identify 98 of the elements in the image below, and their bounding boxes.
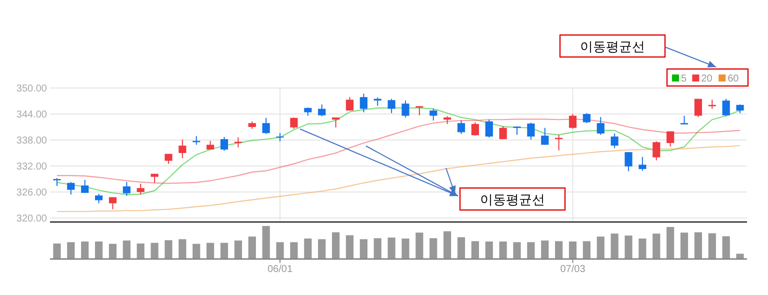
y-tick-label: 320.00 bbox=[16, 214, 48, 224]
legend-label: 60 bbox=[728, 74, 740, 84]
bar bbox=[81, 242, 89, 259]
candlestick bbox=[290, 116, 298, 130]
bar bbox=[430, 238, 438, 259]
bar bbox=[346, 235, 354, 259]
bar bbox=[374, 238, 382, 259]
bar bbox=[527, 242, 535, 259]
bar bbox=[443, 231, 452, 259]
candlestick bbox=[430, 108, 438, 121]
candlestick bbox=[346, 96, 354, 112]
candlestick bbox=[485, 119, 493, 138]
candlestick bbox=[638, 156, 646, 172]
candlestick bbox=[568, 114, 577, 130]
candlestick bbox=[722, 98, 730, 117]
bar bbox=[541, 240, 549, 259]
bar bbox=[513, 242, 521, 259]
annotation: 이동평균선 bbox=[480, 192, 545, 207]
bar bbox=[220, 242, 228, 259]
candlestick bbox=[624, 152, 632, 172]
bar bbox=[694, 232, 702, 259]
candlestick bbox=[666, 130, 674, 147]
y-tick-label: 338.00 bbox=[16, 136, 48, 146]
bar bbox=[164, 240, 172, 259]
candlestick bbox=[276, 132, 284, 142]
y-tick-label: 344.00 bbox=[16, 110, 48, 120]
candlestick bbox=[94, 193, 103, 204]
bar bbox=[206, 242, 214, 259]
bar bbox=[122, 240, 130, 259]
y-tick-label: 350.00 bbox=[16, 84, 48, 94]
bar bbox=[318, 239, 326, 259]
candlestick bbox=[416, 106, 424, 116]
candlestick bbox=[234, 136, 242, 148]
candlestick bbox=[108, 196, 117, 210]
bar bbox=[67, 242, 75, 259]
bar bbox=[666, 226, 674, 259]
bar bbox=[736, 254, 744, 259]
bar bbox=[290, 242, 298, 259]
bar bbox=[680, 232, 688, 259]
candlestick bbox=[457, 120, 466, 134]
bar bbox=[94, 242, 103, 259]
candlestick bbox=[471, 122, 479, 136]
candlestick bbox=[596, 116, 604, 136]
bar bbox=[555, 241, 563, 259]
bar bbox=[471, 241, 479, 259]
candlestick bbox=[220, 136, 228, 152]
bar bbox=[262, 226, 270, 259]
candlestick bbox=[67, 182, 75, 196]
y-tick-label: 332.00 bbox=[16, 162, 48, 172]
candlestick bbox=[527, 122, 535, 140]
y-tick-label: 326.00 bbox=[16, 188, 48, 198]
bar bbox=[360, 239, 368, 259]
candlestick bbox=[610, 133, 618, 149]
candlestick bbox=[318, 104, 326, 117]
bar bbox=[108, 244, 117, 259]
candlestick bbox=[136, 183, 144, 196]
bar bbox=[457, 237, 466, 259]
bar bbox=[304, 238, 312, 259]
bar bbox=[596, 236, 604, 259]
bar bbox=[150, 242, 158, 259]
bar bbox=[582, 241, 590, 259]
bar bbox=[332, 232, 340, 259]
legend-label: 5 bbox=[681, 74, 687, 84]
bar bbox=[402, 238, 410, 259]
bar bbox=[416, 232, 424, 259]
bar bbox=[234, 240, 242, 259]
candlestick bbox=[582, 112, 590, 124]
candlestick bbox=[178, 139, 186, 159]
candlestick bbox=[388, 98, 396, 114]
bar bbox=[53, 243, 61, 259]
bar bbox=[499, 242, 507, 259]
bar bbox=[722, 236, 730, 259]
bar bbox=[178, 239, 186, 259]
bar bbox=[624, 236, 632, 259]
bar bbox=[652, 234, 660, 259]
x-tick-label: 06/01 bbox=[267, 264, 293, 275]
bar bbox=[708, 233, 716, 259]
text: 이동평균선 bbox=[580, 39, 645, 54]
bar bbox=[485, 242, 493, 259]
x-tick-label: 07/03 bbox=[560, 264, 586, 275]
bar bbox=[610, 234, 618, 259]
bar bbox=[388, 238, 396, 259]
candlestick bbox=[541, 127, 549, 146]
bar bbox=[276, 242, 284, 259]
candlestick bbox=[652, 140, 660, 161]
bar bbox=[638, 238, 646, 259]
bar bbox=[248, 236, 256, 259]
legend-label: 20 bbox=[701, 74, 713, 84]
candlestick bbox=[402, 100, 410, 118]
bar bbox=[568, 242, 577, 259]
candlestick bbox=[122, 182, 130, 196]
candlestick bbox=[81, 179, 89, 194]
candlestick bbox=[360, 93, 368, 113]
bar bbox=[136, 243, 144, 259]
candlestick bbox=[694, 98, 702, 118]
candlestick bbox=[499, 126, 507, 140]
candlestick bbox=[262, 117, 270, 134]
bar bbox=[192, 244, 200, 259]
